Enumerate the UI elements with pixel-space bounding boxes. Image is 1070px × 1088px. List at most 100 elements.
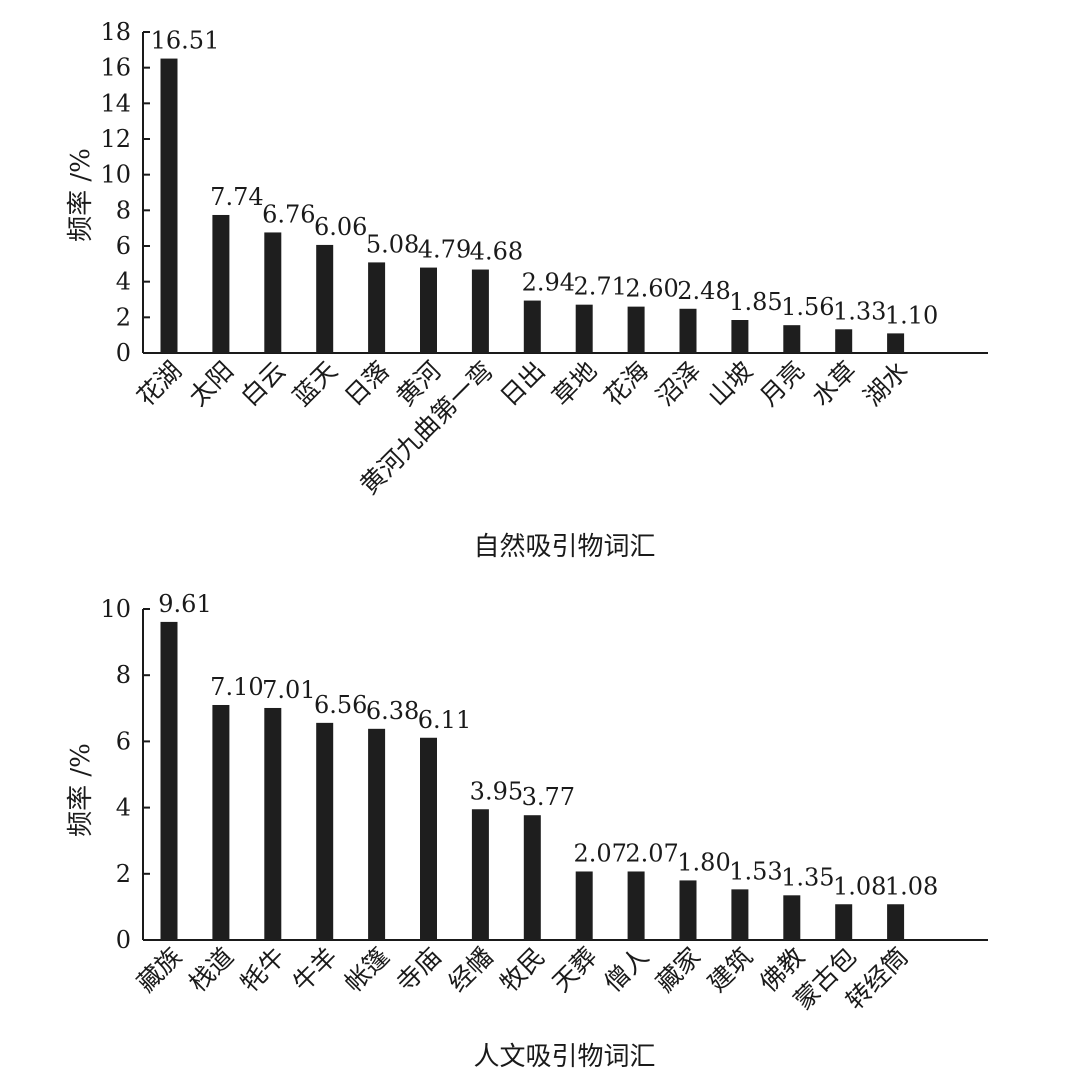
category-label: 日出 <box>495 356 551 412</box>
category-label: 日落 <box>339 356 395 412</box>
y-axis-title: 频率 /% <box>66 148 96 242</box>
bar <box>420 267 437 353</box>
data-label: 7.10 <box>210 673 263 701</box>
data-label: 1.08 <box>885 872 938 900</box>
category-label: 经幡 <box>443 942 499 998</box>
category-label: 寺庙 <box>391 942 447 998</box>
bar <box>264 707 282 940</box>
data-label: 2.07 <box>625 839 678 867</box>
y-tick-label: 6 <box>116 727 131 755</box>
data-label: 2.71 <box>573 273 626 301</box>
data-label: 1.53 <box>729 857 782 885</box>
y-tick-label: 14 <box>100 89 131 117</box>
y-tick-label: 2 <box>116 303 131 331</box>
bar <box>627 306 645 353</box>
bar <box>835 329 853 353</box>
bar <box>160 621 178 940</box>
bar <box>471 809 489 940</box>
data-label: 3.77 <box>522 783 575 811</box>
category-label: 蓝天 <box>287 356 343 412</box>
bar <box>316 244 334 353</box>
category-label: 湖水 <box>858 356 914 412</box>
bar <box>212 704 230 940</box>
x-axis-title: 人文吸引物词汇 <box>473 1042 655 1072</box>
data-label: 2.94 <box>522 269 575 297</box>
data-label: 1.10 <box>885 301 938 329</box>
category-label: 花湖 <box>131 356 187 412</box>
category-label: 牛羊 <box>287 942 343 998</box>
y-tick-label: 0 <box>116 339 131 367</box>
x-axis-title: 自然吸引物词汇 <box>473 532 655 562</box>
y-tick-label: 12 <box>100 125 131 153</box>
category-label: 山坡 <box>702 356 758 412</box>
category-label: 白云 <box>235 356 291 412</box>
data-label: 6.38 <box>366 697 419 725</box>
y-tick-label: 10 <box>100 161 131 189</box>
bar <box>471 269 489 353</box>
bar <box>575 304 593 353</box>
data-label: 1.33 <box>833 297 886 325</box>
category-label: 花海 <box>598 356 654 412</box>
data-label: 4.79 <box>418 236 471 264</box>
data-label: 1.85 <box>729 288 782 316</box>
data-label: 6.56 <box>314 691 367 719</box>
bar <box>731 889 749 940</box>
data-label: 3.95 <box>470 777 523 805</box>
bar <box>783 895 801 940</box>
data-label: 1.35 <box>781 863 834 891</box>
category-label: 僧人 <box>598 942 654 998</box>
bar <box>835 904 853 940</box>
data-label: 7.74 <box>210 183 263 211</box>
category-label: 月亮 <box>754 356 810 412</box>
bar <box>523 300 541 353</box>
data-label: 2.07 <box>573 839 626 867</box>
y-tick-label: 18 <box>100 18 131 46</box>
data-label: 1.80 <box>677 848 730 876</box>
category-label: 栈道 <box>183 942 239 998</box>
data-label: 4.68 <box>470 238 523 266</box>
y-tick-label: 16 <box>100 54 131 82</box>
category-label: 水草 <box>806 356 862 412</box>
bar <box>679 308 697 353</box>
bar <box>731 320 749 353</box>
bar <box>627 871 645 940</box>
category-label: 藏家 <box>650 942 706 998</box>
chart-2: 0 2 4 6 8 10 频率 /% 9.61 藏族 7.10 栈道 7.01 牦牛 6.56 牛羊 6.38… <box>66 590 988 1072</box>
data-label: 2.48 <box>677 277 730 305</box>
bar <box>212 214 230 353</box>
bar <box>679 880 697 940</box>
category-label: 帐篷 <box>339 942 395 998</box>
bar <box>783 325 801 353</box>
category-label: 牧民 <box>495 942 551 998</box>
bar <box>887 904 905 940</box>
y-tick-label: 0 <box>116 926 131 954</box>
bar <box>368 728 386 940</box>
data-label: 2.60 <box>625 275 678 303</box>
y-axis-title: 频率 /% <box>66 743 96 837</box>
y-tick-label: 4 <box>116 794 131 822</box>
y-tick-label: 8 <box>116 661 131 689</box>
category-label: 藏族 <box>131 942 187 998</box>
data-label: 6.11 <box>418 706 471 734</box>
data-label: 16.51 <box>151 27 220 55</box>
data-label: 6.06 <box>314 213 367 241</box>
bar <box>368 262 386 353</box>
data-label: 7.01 <box>262 676 315 704</box>
category-label: 太阳 <box>183 356 239 412</box>
bar <box>887 333 905 353</box>
bar <box>420 737 437 940</box>
bar <box>523 815 541 940</box>
category-label: 草地 <box>547 356 603 412</box>
bar <box>575 871 593 940</box>
bar <box>264 232 282 353</box>
data-label: 1.08 <box>833 872 886 900</box>
y-tick-label: 2 <box>116 860 131 888</box>
category-label: 沼泽 <box>650 356 706 412</box>
y-tick-label: 10 <box>100 595 131 623</box>
data-label: 6.76 <box>262 200 315 228</box>
y-tick-label: 8 <box>116 196 131 224</box>
data-label: 9.61 <box>158 590 211 618</box>
category-label: 建筑 <box>702 942 758 998</box>
